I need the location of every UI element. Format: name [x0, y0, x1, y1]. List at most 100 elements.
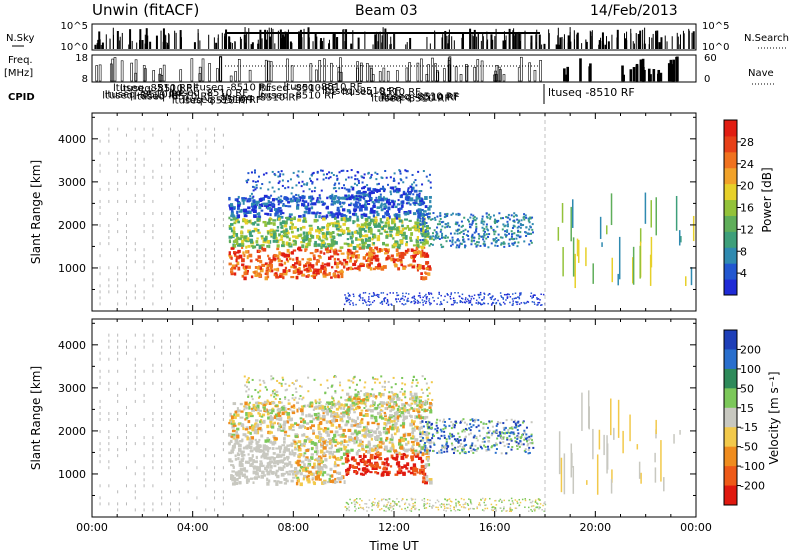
noise-bar: [381, 35, 383, 49]
data-cell: [384, 230, 389, 234]
data-cell: [350, 398, 354, 402]
data-cell: [393, 449, 397, 453]
data-cell: [370, 173, 373, 176]
data-cell: [365, 444, 368, 447]
data-cell: [421, 223, 424, 226]
data-cell: [187, 163, 189, 167]
data-cell: [196, 266, 198, 270]
data-cell: [301, 398, 304, 401]
data-cell: [359, 400, 362, 403]
data-cell: [336, 222, 340, 227]
data-cell: [325, 408, 329, 412]
data-cell: [355, 237, 358, 241]
data-cell: [329, 235, 333, 239]
data-cell: [302, 219, 307, 223]
data-cell: [99, 460, 101, 464]
data-cell: [267, 231, 270, 235]
data-cell: [237, 237, 242, 240]
data-cell: [327, 244, 331, 248]
data-cell: [267, 254, 270, 258]
data-cell: [369, 199, 372, 202]
freq-bar: [416, 62, 420, 82]
data-cell: [368, 292, 371, 295]
data-cell: [337, 209, 341, 213]
data-cell: [240, 230, 243, 235]
data-cell: [412, 443, 415, 447]
data-cell: [247, 377, 250, 380]
data-cell: [320, 264, 325, 268]
data-cell: [349, 266, 353, 270]
data-cell: [264, 223, 268, 227]
data-cell: [170, 393, 172, 397]
noise-bar: [109, 39, 111, 49]
data-cell: [108, 339, 110, 343]
data-cell: [411, 435, 415, 439]
data-cell: [411, 381, 414, 384]
data-cell: [306, 235, 309, 239]
data-cell: [349, 235, 353, 240]
data-cell: [108, 278, 110, 282]
noise-bar: [559, 37, 562, 49]
data-cell: [117, 399, 119, 403]
data-cell: [324, 202, 327, 205]
data-cell: [350, 300, 352, 302]
data-cell: [478, 294, 480, 297]
data-cell: [178, 151, 180, 155]
data-cell: [353, 212, 358, 217]
data-cell: [342, 444, 346, 447]
data-cell: [371, 421, 376, 425]
data-cell: [365, 413, 369, 417]
data-cell: [290, 479, 294, 483]
freq-bar: [517, 67, 521, 82]
data-cell: [331, 384, 334, 387]
data-cell: [302, 418, 305, 421]
data-cell: [490, 242, 493, 245]
data-cell: [264, 272, 267, 275]
data-cell: [298, 407, 301, 411]
data-cell: [428, 293, 430, 296]
data-cell: [235, 258, 238, 263]
data-cell: [402, 192, 407, 196]
data-cell: [389, 230, 393, 233]
noise-bar: [558, 44, 561, 49]
data-cell: [240, 451, 244, 455]
data-cell: [399, 469, 403, 473]
data-cell: [267, 470, 271, 473]
data-cell: [301, 258, 305, 261]
data-cell: [333, 402, 337, 407]
data-cell: [384, 422, 388, 427]
data-cell: [250, 171, 253, 174]
data-cell: [332, 439, 335, 442]
data-cell: [313, 412, 318, 417]
data-cell: [438, 291, 440, 294]
data-cell: [309, 252, 314, 255]
data-cell: [266, 221, 271, 225]
data-cell: [292, 195, 296, 198]
data-cell: [339, 406, 343, 410]
data-cell: [372, 204, 376, 208]
data-cell: [413, 392, 418, 397]
data-cell: [205, 151, 207, 155]
data-cell: [410, 419, 413, 424]
freq-bar: [356, 61, 359, 82]
data-cell: [143, 260, 145, 264]
data-cell: [267, 195, 270, 198]
freq-bar: [408, 62, 411, 82]
data-cell: [387, 301, 389, 303]
data-cell: [399, 230, 403, 234]
data-cell: [326, 223, 330, 227]
data-cell: [251, 196, 254, 199]
data-cell: [353, 230, 357, 234]
data-cell: [395, 301, 398, 303]
data-cell: [269, 269, 274, 273]
data-cell: [397, 213, 401, 218]
data-cell: [247, 229, 251, 233]
data-cell: [332, 417, 337, 421]
data-cell: [152, 284, 154, 288]
data-cell: [285, 479, 289, 483]
data-cell: [222, 466, 224, 470]
data-cell: [318, 406, 322, 410]
data-cell: [232, 233, 235, 238]
freq-bar: [198, 66, 202, 82]
data-cell: [299, 394, 302, 397]
